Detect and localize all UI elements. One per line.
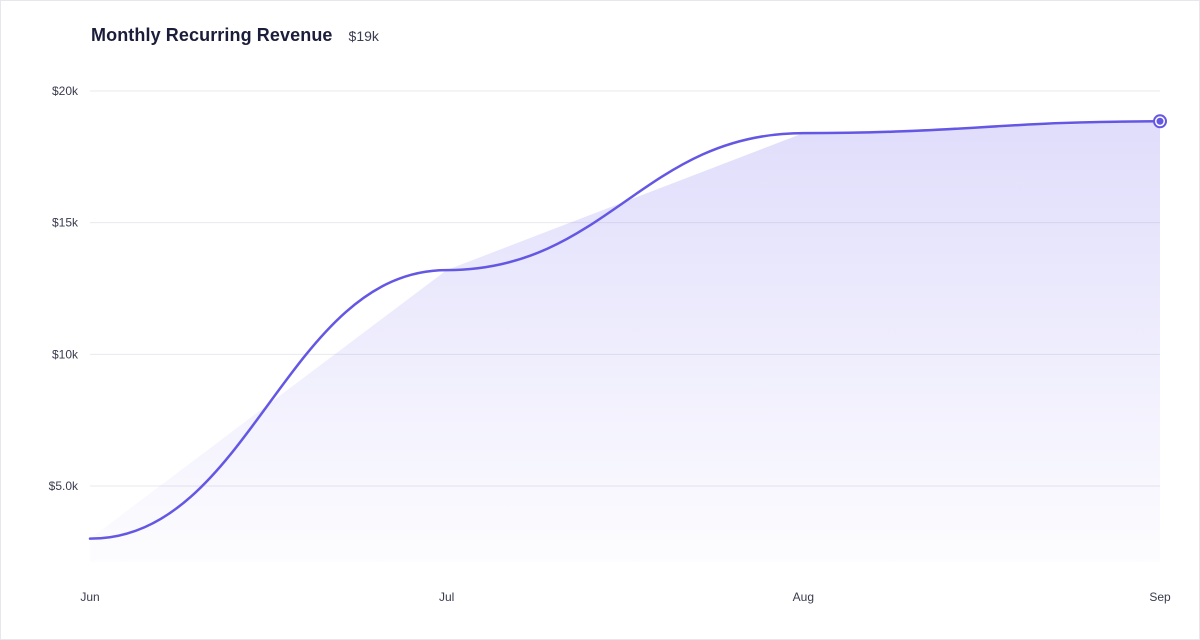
y-tick-label: $20k <box>52 84 79 98</box>
area-fill <box>90 121 1160 563</box>
chart-title: Monthly Recurring Revenue <box>91 25 333 45</box>
y-tick-label: $10k <box>52 347 79 361</box>
area-fill-layer <box>90 121 1160 563</box>
last-point-marker[interactable] <box>1156 117 1164 125</box>
x-tick-label: Aug <box>793 590 814 604</box>
x-tick-label: Jul <box>439 590 454 604</box>
series-line <box>88 120 1162 540</box>
x-tick-label: Jun <box>80 590 99 604</box>
series-line-layer <box>88 120 1162 540</box>
marker-layer <box>1153 114 1167 129</box>
x-tick-label: Sep <box>1149 590 1171 604</box>
x-axis: Jun Jul Aug Sep <box>80 590 1171 604</box>
y-axis: $5.0k $10k $15k $20k <box>49 84 79 493</box>
summary-value: $19k <box>348 28 379 44</box>
y-tick-label: $15k <box>52 216 79 230</box>
y-tick-label: $5.0k <box>49 479 79 493</box>
chart-header: Monthly Recurring Revenue $19k <box>91 25 379 46</box>
